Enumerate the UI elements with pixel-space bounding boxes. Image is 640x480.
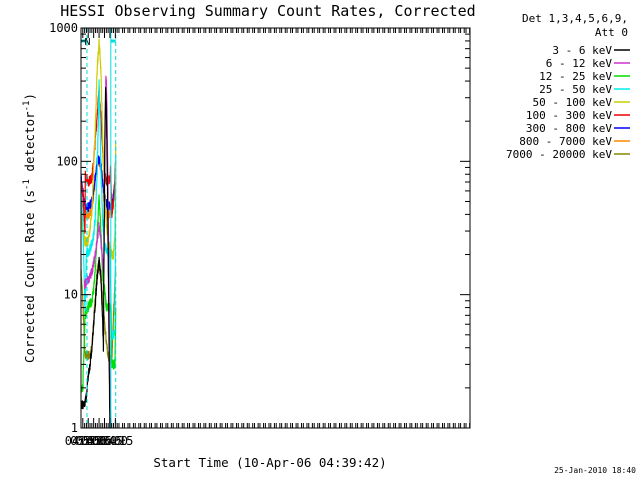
- legend-header-1: Det 1,3,4,5,6,9,: [522, 12, 628, 25]
- legend-label-3: 25 - 50 keV: [539, 83, 612, 96]
- y-tick-label: 100: [56, 154, 78, 168]
- legend-label-5: 100 - 300 keV: [526, 109, 612, 122]
- y-axis-label: Corrected Count Rate (s-1 detector-1): [22, 93, 37, 363]
- saa-marker-label: N: [84, 37, 90, 48]
- plot-area: N 1 10 100 1000 04:4505:0005:1505:3005:4506…: [49, 21, 471, 448]
- legend-label-2: 12 - 25 keV: [539, 70, 612, 83]
- legend-label-0: 3 - 6 keV: [552, 44, 612, 57]
- series-line-0: [80, 86, 111, 429]
- x-tick-label: 05:30: [81, 434, 117, 448]
- chart-title: HESSI Observing Summary Count Rates, Cor…: [60, 2, 475, 20]
- plot-frame: [80, 27, 471, 429]
- legend-label-4: 50 - 100 keV: [533, 96, 613, 109]
- timestamp: 25-Jan-2010 18:40: [554, 466, 636, 475]
- y-axis-label-end: ): [22, 93, 37, 101]
- y-tick-label: 1000: [49, 21, 78, 35]
- legend-label-1: 6 - 12 keV: [546, 57, 613, 70]
- y-tick-label: 10: [64, 288, 78, 302]
- y-axis-label-main: Corrected Count Rate (s: [22, 190, 37, 363]
- x-tick-label: 06:15: [97, 434, 133, 448]
- x-tick-label: 05:15: [76, 434, 112, 448]
- x-axis-label: Start Time (10-Apr-06 04:39:42): [153, 455, 386, 470]
- x-tick-label: 05:45: [86, 434, 122, 448]
- legend-label-7: 800 - 7000 keV: [519, 135, 612, 148]
- x-tick-label: 06:00: [92, 434, 128, 448]
- legend-label-8: 7000 - 20000 keV: [506, 148, 612, 161]
- y-tick-label: 1: [71, 421, 78, 435]
- x-tick-label: 04:45: [65, 434, 101, 448]
- legend-header-2: Att 0: [595, 26, 628, 39]
- y-axis-ticks: 1 10 100 1000: [49, 21, 470, 435]
- series-line-4: [80, 38, 117, 260]
- x-tick-label: 05:00: [70, 434, 106, 448]
- y-axis-label-sup-2: -1: [22, 101, 32, 112]
- series-line-2: [80, 194, 117, 393]
- legend-label-6: 300 - 800 keV: [526, 122, 612, 135]
- y-axis-label-sup: -1: [22, 179, 32, 190]
- series-line-1: [84, 75, 112, 429]
- y-axis-label-mid: detector: [22, 111, 37, 179]
